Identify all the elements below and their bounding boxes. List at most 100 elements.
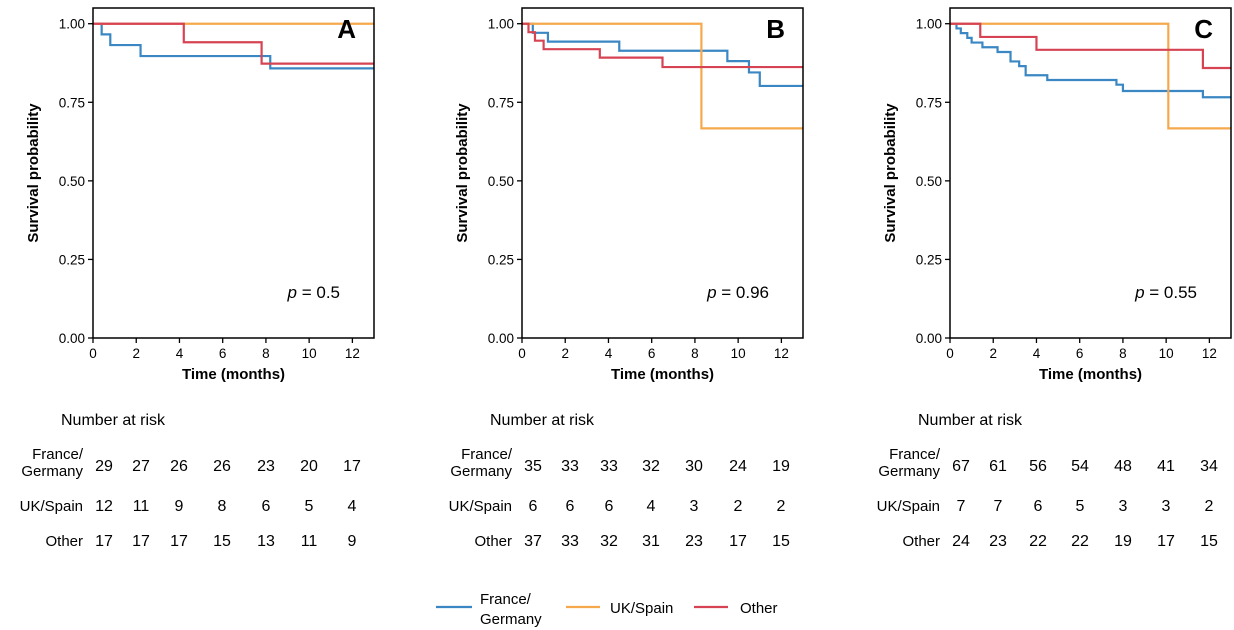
plot-frame <box>521 7 804 339</box>
y-axis-label: Survival probability <box>25 103 42 243</box>
y-tick-label: 0.50 <box>488 174 514 189</box>
risk-row-label: Other <box>45 533 83 550</box>
x-tick-label: 0 <box>89 346 97 361</box>
y-tick-label: 0.50 <box>59 174 85 189</box>
risk-count: 26 <box>213 458 231 475</box>
plot-frame <box>949 7 1232 339</box>
y-tick-label: 1.00 <box>59 17 85 32</box>
p-symbol: p <box>706 283 716 302</box>
risk-count: 2 <box>1205 498 1214 515</box>
risk-count: 23 <box>257 458 275 475</box>
risk-count: 17 <box>1157 533 1175 550</box>
y-tick-label: 0.00 <box>59 331 85 346</box>
risk-count: 24 <box>729 458 747 475</box>
survival-curve-other <box>950 22 1231 70</box>
risk-count: 34 <box>1200 458 1218 475</box>
risk-count: 37 <box>524 533 542 550</box>
risk-count: 30 <box>685 458 703 475</box>
risk-count: 3 <box>1162 498 1171 515</box>
legend: France/Germany UK/Spain Other <box>436 591 778 628</box>
y-tick-label: 0.00 <box>916 331 942 346</box>
survival-curve-uk-spain <box>950 22 1231 130</box>
risk-count: 31 <box>642 533 660 550</box>
risk-count: 5 <box>1076 498 1085 515</box>
y-tick-label: 0.50 <box>916 174 942 189</box>
p-value-text: = 0.5 <box>297 283 340 302</box>
risk-count: 24 <box>952 533 970 550</box>
risk-count: 41 <box>1157 458 1175 475</box>
x-tick-label: 4 <box>605 346 613 361</box>
p-symbol: p <box>287 283 297 302</box>
risk-row-label-line2: Germany <box>878 463 940 480</box>
x-tick-label: 12 <box>774 346 789 361</box>
risk-count: 12 <box>95 498 113 515</box>
risk-count: 7 <box>957 498 966 515</box>
x-axis-label: Time (months) <box>611 366 714 383</box>
risk-count: 17 <box>343 458 361 475</box>
y-tick-label: 0.75 <box>488 95 514 110</box>
risk-count: 2 <box>777 498 786 515</box>
risk-table-title: Number at risk <box>918 412 1023 429</box>
risk-table-title: Number at risk <box>61 412 166 429</box>
y-tick-label: 0.25 <box>488 252 514 267</box>
x-tick-label: 10 <box>731 346 746 361</box>
panel-letter: C <box>1194 14 1213 44</box>
x-tick-label: 12 <box>345 346 360 361</box>
survival-curve-other <box>522 22 803 69</box>
risk-count: 35 <box>524 458 542 475</box>
risk-row-label: UK/Spain <box>449 498 512 515</box>
risk-count: 15 <box>772 533 790 550</box>
risk-count: 27 <box>132 458 150 475</box>
risk-count: 22 <box>1071 533 1089 550</box>
y-axis-label: Survival probability <box>454 103 471 243</box>
x-tick-label: 6 <box>1076 346 1084 361</box>
risk-count: 33 <box>600 458 618 475</box>
risk-count: 32 <box>642 458 660 475</box>
y-tick-label: 1.00 <box>488 17 514 32</box>
y-tick-label: 0.25 <box>916 252 942 267</box>
risk-row-label-line2: Germany <box>21 463 83 480</box>
x-tick-label: 4 <box>1033 346 1041 361</box>
risk-count: 6 <box>529 498 538 515</box>
risk-count: 5 <box>305 498 314 515</box>
risk-count: 6 <box>566 498 575 515</box>
x-tick-label: 2 <box>561 346 569 361</box>
x-tick-label: 0 <box>946 346 954 361</box>
risk-count: 26 <box>170 458 188 475</box>
km-panel-a: 0.00 0.25 0.50 0.75 1.00 0 2 4 6 8 10 12 Time (month… <box>20 7 375 550</box>
risk-count: 17 <box>729 533 747 550</box>
risk-count: 9 <box>348 533 357 550</box>
risk-count: 8 <box>218 498 227 515</box>
y-axis-label: Survival probability <box>882 103 899 243</box>
survival-curve-france-germany <box>522 22 803 88</box>
p-value-text: = 0.55 <box>1145 283 1197 302</box>
risk-count: 6 <box>605 498 614 515</box>
risk-count: 19 <box>1114 533 1132 550</box>
risk-count: 15 <box>213 533 231 550</box>
risk-count: 33 <box>561 458 579 475</box>
y-tick-label: 0.00 <box>488 331 514 346</box>
x-tick-label: 0 <box>518 346 526 361</box>
legend-label-line1: France/ <box>480 591 532 608</box>
survival-curve-other <box>93 22 374 65</box>
risk-count: 23 <box>685 533 703 550</box>
p-value-annotation: p = 0.55 <box>1134 283 1197 302</box>
risk-count: 23 <box>989 533 1007 550</box>
risk-count: 20 <box>300 458 318 475</box>
risk-count: 32 <box>600 533 618 550</box>
risk-count: 11 <box>301 533 318 550</box>
x-tick-label: 6 <box>219 346 227 361</box>
y-tick-label: 1.00 <box>916 17 942 32</box>
risk-count: 29 <box>95 458 113 475</box>
legend-label: Other <box>740 600 778 617</box>
legend-label: UK/Spain <box>610 600 673 617</box>
x-tick-label: 2 <box>132 346 140 361</box>
y-tick-label: 0.75 <box>59 95 85 110</box>
risk-count: 4 <box>647 498 656 515</box>
legend-label-line2: Germany <box>480 611 542 628</box>
risk-count: 4 <box>348 498 357 515</box>
x-axis-label: Time (months) <box>1039 366 1142 383</box>
risk-count: 17 <box>132 533 150 550</box>
risk-row-label-line1: France/ <box>32 446 84 463</box>
